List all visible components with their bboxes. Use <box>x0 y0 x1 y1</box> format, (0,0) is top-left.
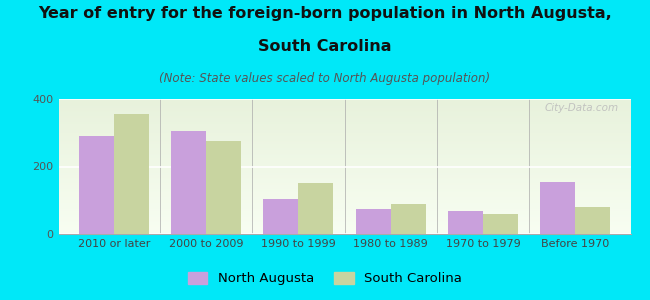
Bar <box>356 209 391 234</box>
Bar <box>114 114 149 234</box>
Bar <box>483 214 518 234</box>
Bar <box>298 183 333 234</box>
Text: Year of entry for the foreign-born population in North Augusta,: Year of entry for the foreign-born popul… <box>38 6 612 21</box>
Bar <box>79 136 114 234</box>
Text: City-Data.com: City-Data.com <box>545 103 619 113</box>
Legend: North Augusta, South Carolina: North Augusta, South Carolina <box>183 266 467 290</box>
Bar <box>263 199 298 234</box>
Bar <box>575 207 610 234</box>
Bar <box>206 141 241 234</box>
Bar <box>540 182 575 234</box>
Text: South Carolina: South Carolina <box>258 39 392 54</box>
Text: (Note: State values scaled to North Augusta population): (Note: State values scaled to North Augu… <box>159 72 491 85</box>
Bar <box>391 204 426 234</box>
Bar <box>448 211 483 234</box>
Bar <box>171 131 206 234</box>
